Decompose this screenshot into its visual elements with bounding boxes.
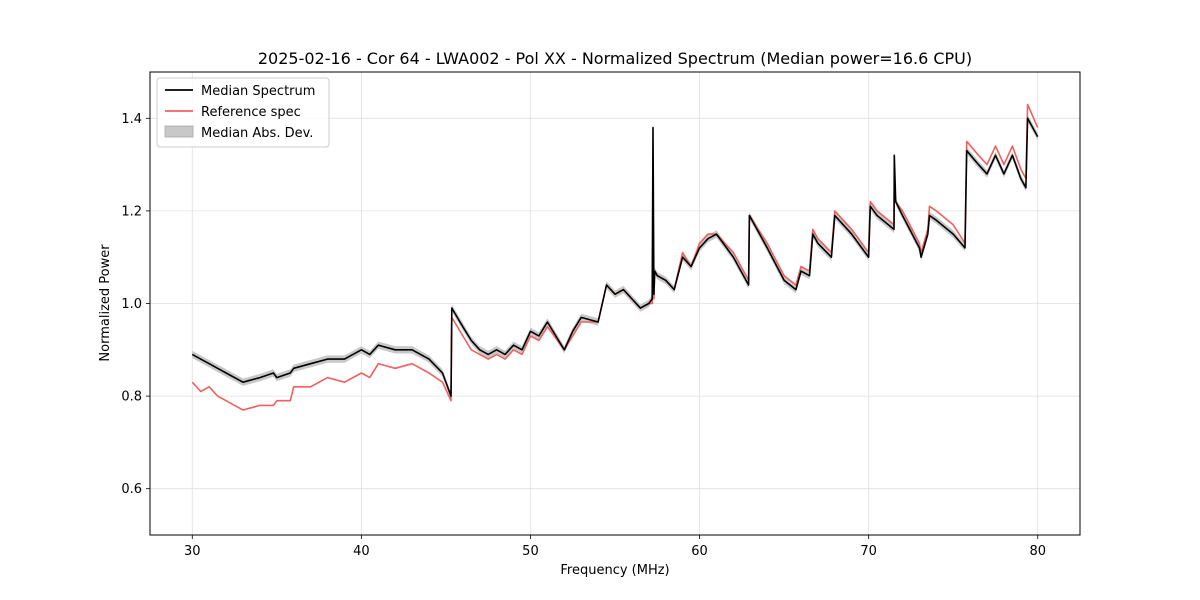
legend-frame (156, 77, 330, 148)
y-tick-label: 1.0 (121, 297, 142, 312)
axis-ticks: 30 40 50 60 70 80 0.6 0.8 1.0 1.2 1.4 (121, 112, 1046, 559)
legend: Median Spectrum Reference spec Median Ab… (156, 77, 330, 148)
y-tick-label: 0.6 (121, 482, 142, 497)
x-tick-label: 50 (522, 544, 539, 559)
y-tick-label: 1.2 (121, 204, 142, 219)
mad-band-layer (192, 114, 1038, 400)
y-tick-label: 0.8 (121, 390, 142, 405)
legend-median-label: Median Spectrum (201, 84, 315, 99)
x-tick-label: 70 (860, 544, 877, 559)
x-tick-label: 30 (184, 544, 201, 559)
x-tick-label: 60 (691, 544, 708, 559)
series-layer (191, 103, 1039, 411)
y-axis-label: Normalized Power (98, 244, 113, 362)
legend-reference-label: Reference spec (201, 105, 301, 120)
median-spectrum-line (191, 117, 1039, 397)
x-axis-label: Frequency (MHz) (560, 563, 669, 578)
mad-band (192, 114, 1038, 400)
x-tick-label: 80 (1029, 544, 1046, 559)
y-tick-label: 1.4 (121, 112, 142, 127)
legend-mad-label: Median Abs. Dev. (201, 126, 313, 141)
legend-mad-swatch (164, 125, 194, 138)
chart-title: 2025-02-16 - Cor 64 - LWA002 - Pol XX - … (258, 49, 972, 68)
x-tick-label: 40 (353, 544, 370, 559)
